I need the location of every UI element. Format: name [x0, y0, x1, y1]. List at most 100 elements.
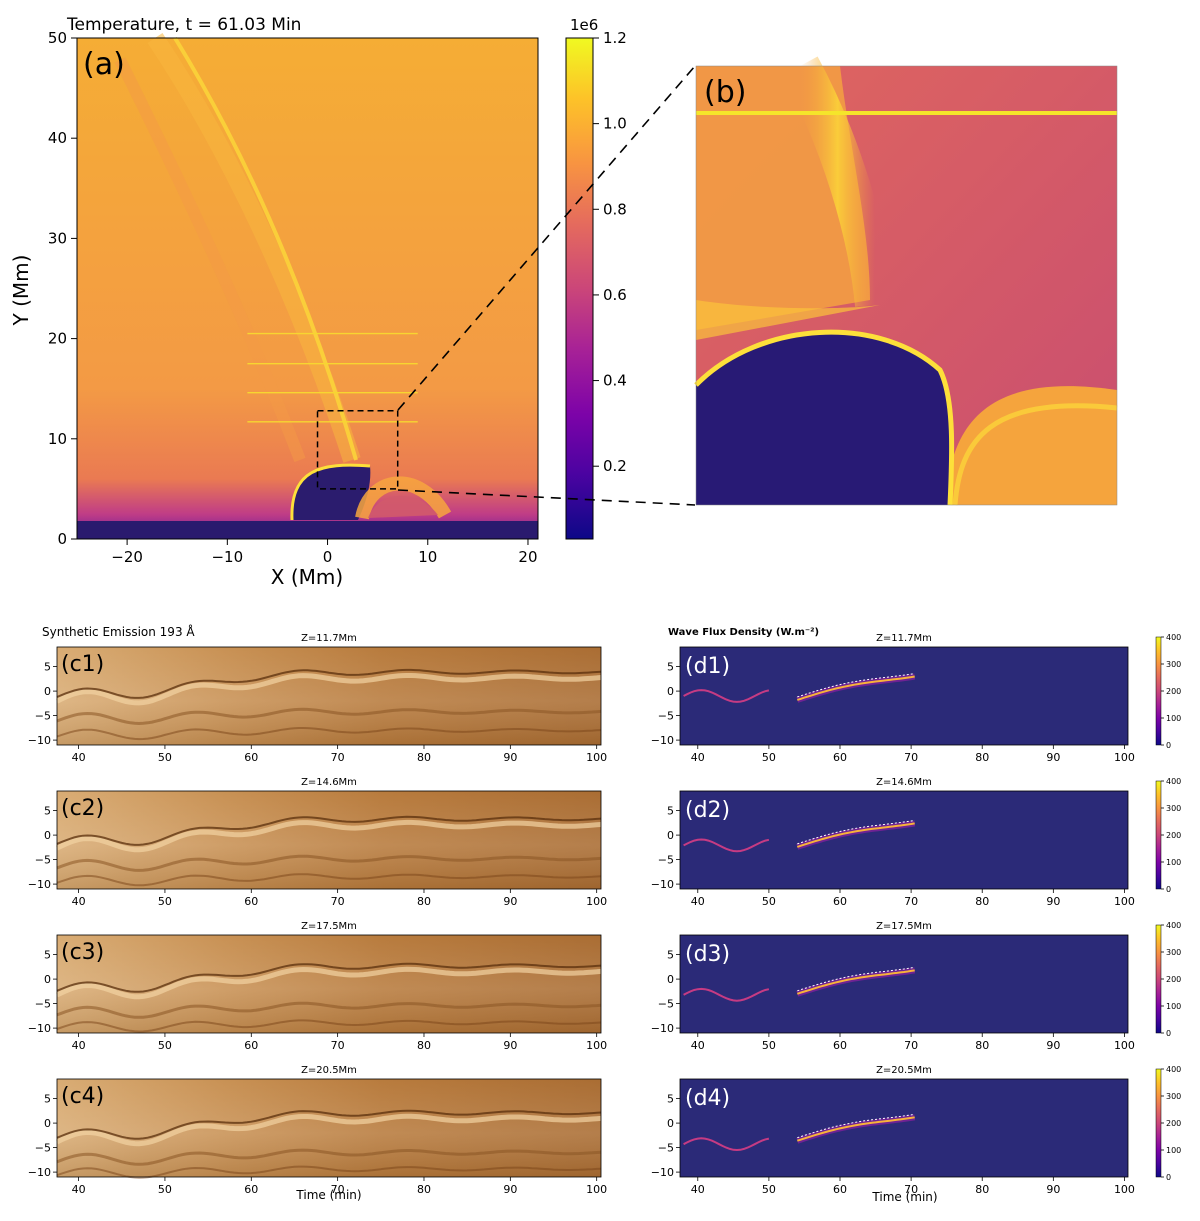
- flux-frame: [679, 1078, 1129, 1178]
- emission-lower-band: [56, 1148, 602, 1166]
- flux-panel: (d3) Z=17.5Mm 400 300 200 100 0: [679, 921, 1181, 1038]
- flux-colorbar-tick-label: 400: [1166, 921, 1181, 930]
- emission-height-title: Z=20.5Mm: [301, 1065, 357, 1076]
- panel-a-x-tick-label: 20: [518, 548, 537, 566]
- flux-colorbar-tick-label: 100: [1166, 858, 1181, 867]
- emission-lower-band: [56, 1001, 602, 1019]
- flux-frame: [679, 790, 1129, 890]
- distance-tick-label: 5: [44, 949, 51, 962]
- emission-panel-label: (c1): [61, 652, 104, 677]
- time-tick-label: 70: [904, 1039, 918, 1052]
- distance-tick-label: −10: [651, 1166, 674, 1179]
- flux-colorbar-tick-label: 200: [1166, 975, 1181, 984]
- colorbar-tick-label: 0.2: [603, 457, 627, 475]
- time-tick-label: 60: [833, 751, 847, 764]
- emission-shading: [57, 791, 601, 889]
- time-tick-label: 90: [503, 895, 517, 908]
- flux-panel: (d1) Z=11.7Mm 400 300 200 100 0: [679, 633, 1181, 750]
- time-tick-label: 90: [503, 1039, 517, 1052]
- flux-height-title: Z=11.7Mm: [876, 633, 932, 644]
- panel-a-plot-area: [77, 32, 538, 539]
- emission-panel-label: (c3): [61, 940, 104, 965]
- time-tick-label: 100: [1114, 1183, 1135, 1196]
- panel-a-x-tick-label: −20: [111, 548, 143, 566]
- emission-height-title: Z=14.6Mm: [301, 777, 357, 788]
- distance-tick-label: −5: [658, 998, 674, 1011]
- time-tick-label: 50: [158, 751, 172, 764]
- flux-streak-core: [797, 1116, 915, 1142]
- time-tick-label: 90: [1046, 1039, 1060, 1052]
- time-tick-label: 80: [417, 895, 431, 908]
- emission-bright-ridge: [55, 673, 602, 706]
- emission-panel: (c2) Z=14.6Mm: [55, 777, 602, 890]
- panel-b-frame: [695, 65, 1118, 506]
- flux-colorbar-tick-label: 0: [1166, 1173, 1171, 1182]
- distance-tick-label: 0: [44, 685, 51, 698]
- emission-bottom-band: [56, 873, 602, 887]
- emission-frame: [56, 646, 602, 746]
- flux-frame: [679, 934, 1129, 1034]
- emission-bright-ridge: [55, 819, 602, 853]
- colorbar-tick-label: 0.6: [603, 286, 627, 304]
- distance-tick-label: 5: [667, 661, 674, 674]
- flux-panel-label: (d3): [685, 942, 730, 967]
- emission-bright-ridge: [55, 966, 602, 1000]
- flux-colorbar-tick-label: 0: [1166, 1029, 1171, 1038]
- panel-a-y-tick-label: 0: [57, 530, 67, 548]
- flux-colorbar: [1155, 636, 1162, 746]
- distance-tick-label: −5: [35, 998, 51, 1011]
- time-tick-label: 80: [975, 895, 989, 908]
- time-tick-label: 60: [833, 1183, 847, 1196]
- emission-dark-ridge: [56, 962, 602, 993]
- panel-a-y-ticks: 0 10 20 30 40 50: [48, 29, 77, 548]
- dome-edge-zoom: [694, 329, 955, 506]
- flux-streak-core: [796, 969, 915, 995]
- colorbar-tick-label: 1.2: [603, 29, 627, 47]
- flux-background: [680, 1079, 1128, 1177]
- flux-colorbar: [1155, 924, 1162, 1034]
- time-tick-label: 70: [331, 1183, 345, 1196]
- emission-shading: [57, 1079, 601, 1177]
- colorbar-offset-label: 1e6: [570, 16, 598, 34]
- time-tick-label: 40: [72, 895, 86, 908]
- emission-height-title: Z=11.7Mm: [301, 633, 357, 644]
- time-tick-label: 80: [417, 1183, 431, 1196]
- emission-height-title: Z=17.5Mm: [301, 921, 357, 932]
- distance-tick-label: −5: [35, 710, 51, 723]
- panel-a-y-tick-label: 50: [48, 29, 67, 47]
- flux-streak-early: [683, 1137, 770, 1152]
- flux-colorbar-tick-label: 300: [1166, 660, 1181, 669]
- time-tick-label: 70: [331, 895, 345, 908]
- panel-a-x-label: X (Mm): [271, 565, 343, 589]
- time-tick-label: 40: [72, 751, 86, 764]
- side-loop-zoom: [945, 386, 1117, 505]
- time-tick-label: 100: [586, 1183, 607, 1196]
- time-tick-label: 100: [586, 895, 607, 908]
- panel-a-y-tick-label: 30: [48, 229, 67, 247]
- distance-tick-label: 5: [667, 1093, 674, 1106]
- plasma-strand-inner: [114, 57, 306, 463]
- colorbar-ticks: 0.2 0.4 0.6 0.8 1.0 1.2: [593, 29, 627, 475]
- flux-streak-early: [683, 838, 770, 853]
- time-tick-label: 70: [904, 751, 918, 764]
- flux-panel: (d4) Z=20.5Mm 400 300 200 100 0: [679, 1065, 1181, 1182]
- distance-tick-label: −10: [28, 878, 51, 891]
- emission-lower-band: [56, 707, 602, 726]
- plasma-strand-bright: [173, 36, 358, 461]
- flux-streak-early: [683, 689, 770, 703]
- hot-strand-bright: [782, 56, 895, 307]
- flux-colorbar-tick-label: 400: [1166, 1065, 1181, 1074]
- outflow-region: [696, 300, 880, 340]
- time-tick-label: 60: [833, 895, 847, 908]
- flux-colorbar: [1155, 780, 1162, 890]
- panel-a-y-label: Y (Mm): [9, 255, 33, 327]
- plasma-strand-outer: [147, 32, 361, 463]
- distance-tick-label: −5: [658, 1142, 674, 1155]
- flux-panel-label: (d1): [685, 654, 730, 679]
- distance-tick-label: 0: [44, 1117, 51, 1130]
